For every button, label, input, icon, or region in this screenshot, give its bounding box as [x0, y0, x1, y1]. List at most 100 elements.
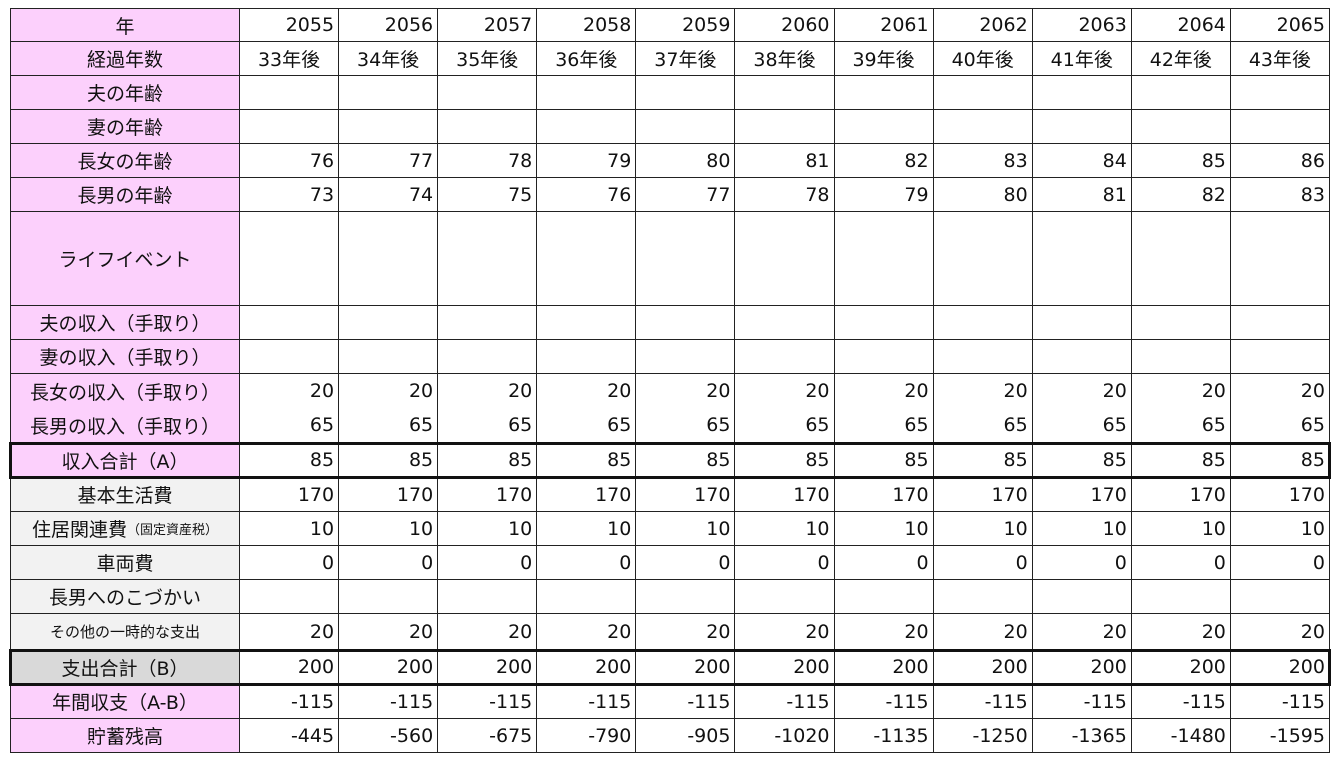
row-label: 住居関連費 （固定資産税）: [10, 512, 240, 546]
cell: 10: [1032, 512, 1132, 546]
cell: 78: [438, 144, 538, 178]
cell: [240, 306, 340, 340]
cell: [735, 580, 835, 614]
cell: 65: [240, 408, 340, 443]
cell: 38年後: [735, 42, 835, 76]
cell: 85: [636, 443, 736, 478]
cell: [834, 580, 934, 614]
row-label: 夫の年齢: [10, 76, 240, 110]
cell: 35年後: [438, 42, 538, 76]
cell: [1230, 340, 1330, 374]
cell: [735, 306, 835, 340]
cell: 20: [240, 374, 340, 408]
cell: [438, 580, 538, 614]
cell: 20: [1033, 374, 1132, 408]
cell: 84: [1032, 144, 1132, 178]
cell: 200: [1032, 650, 1132, 685]
cell: [1032, 580, 1132, 614]
cell: 2064: [1131, 8, 1231, 42]
cell: [735, 212, 835, 306]
cell: [1230, 110, 1330, 144]
label-text: 長男の年齢: [77, 185, 173, 207]
cell: 39年後: [834, 42, 934, 76]
cell: 41年後: [1032, 42, 1132, 76]
cell: -115: [240, 685, 340, 719]
cell: 79: [834, 178, 934, 212]
row-label: 長男の年齢: [10, 178, 240, 212]
cell: 79: [537, 144, 637, 178]
cell: 20: [1032, 614, 1132, 650]
cell: [636, 212, 736, 306]
row-label: 長女の年齢: [10, 144, 240, 178]
cell: 82: [1131, 178, 1231, 212]
cell: [933, 212, 1033, 306]
cell: -1595: [1230, 719, 1330, 753]
cell: 0: [537, 546, 637, 580]
cell: 20: [537, 614, 637, 650]
cell: 0: [1032, 546, 1132, 580]
cell: [339, 76, 439, 110]
cell: 2061: [834, 8, 934, 42]
cell: [339, 306, 439, 340]
cell: 10: [834, 512, 934, 546]
cell: 170: [735, 478, 835, 512]
row-label: 貯蓄残高: [10, 719, 240, 753]
cell: 85: [537, 443, 637, 478]
cell: [636, 306, 736, 340]
cell: 85: [834, 443, 934, 478]
cell: 34年後: [339, 42, 439, 76]
cell: 65: [339, 408, 439, 443]
cell: 20: [735, 374, 835, 408]
cell: [1131, 76, 1231, 110]
cell: 40年後: [933, 42, 1033, 76]
cell: 42年後: [1131, 42, 1231, 76]
cell: 0: [933, 546, 1033, 580]
cell: -790: [537, 719, 637, 753]
label-text: 妻の年齢: [86, 117, 163, 139]
cell: [339, 212, 439, 306]
cell: [1131, 340, 1231, 374]
cell: 20: [438, 374, 538, 408]
cell: 82: [834, 144, 934, 178]
cell: [735, 110, 835, 144]
cell: -115: [339, 685, 439, 719]
cell: -115: [438, 685, 538, 719]
cell: [240, 212, 340, 306]
cell: [339, 340, 439, 374]
cell: 170: [636, 478, 736, 512]
cell: [537, 580, 637, 614]
cell: 2055: [240, 8, 340, 42]
cell: -905: [636, 719, 736, 753]
cell: 20: [1231, 374, 1330, 408]
cell: 10: [1230, 512, 1330, 546]
cell: [1032, 306, 1132, 340]
cell: -1020: [735, 719, 835, 753]
cell: 10: [438, 512, 538, 546]
cell: 0: [1131, 546, 1231, 580]
cell: 2057: [438, 8, 538, 42]
cell: 200: [537, 650, 637, 685]
cell: [1032, 212, 1132, 306]
cell: -1250: [933, 719, 1033, 753]
cell: [339, 110, 439, 144]
row-label: 車両費: [10, 546, 240, 580]
cell: [1032, 76, 1132, 110]
cell: 75: [438, 178, 538, 212]
cell: [834, 212, 934, 306]
row-label: 妻の年齢: [10, 110, 240, 144]
cell: -675: [438, 719, 538, 753]
cell: 20: [933, 614, 1033, 650]
cell: 0: [438, 546, 538, 580]
row-label: 支出合計（B）: [10, 650, 240, 685]
row-label: 年間収支（A-B）: [10, 685, 240, 719]
cell: [735, 76, 835, 110]
cell: 2060: [735, 8, 835, 42]
cell: 80: [636, 144, 736, 178]
cell: 85: [1230, 443, 1330, 478]
cell: [1230, 76, 1330, 110]
cell: 20: [835, 374, 934, 408]
cell: [438, 110, 538, 144]
cell: 0: [834, 546, 934, 580]
cell: 83: [1230, 178, 1330, 212]
